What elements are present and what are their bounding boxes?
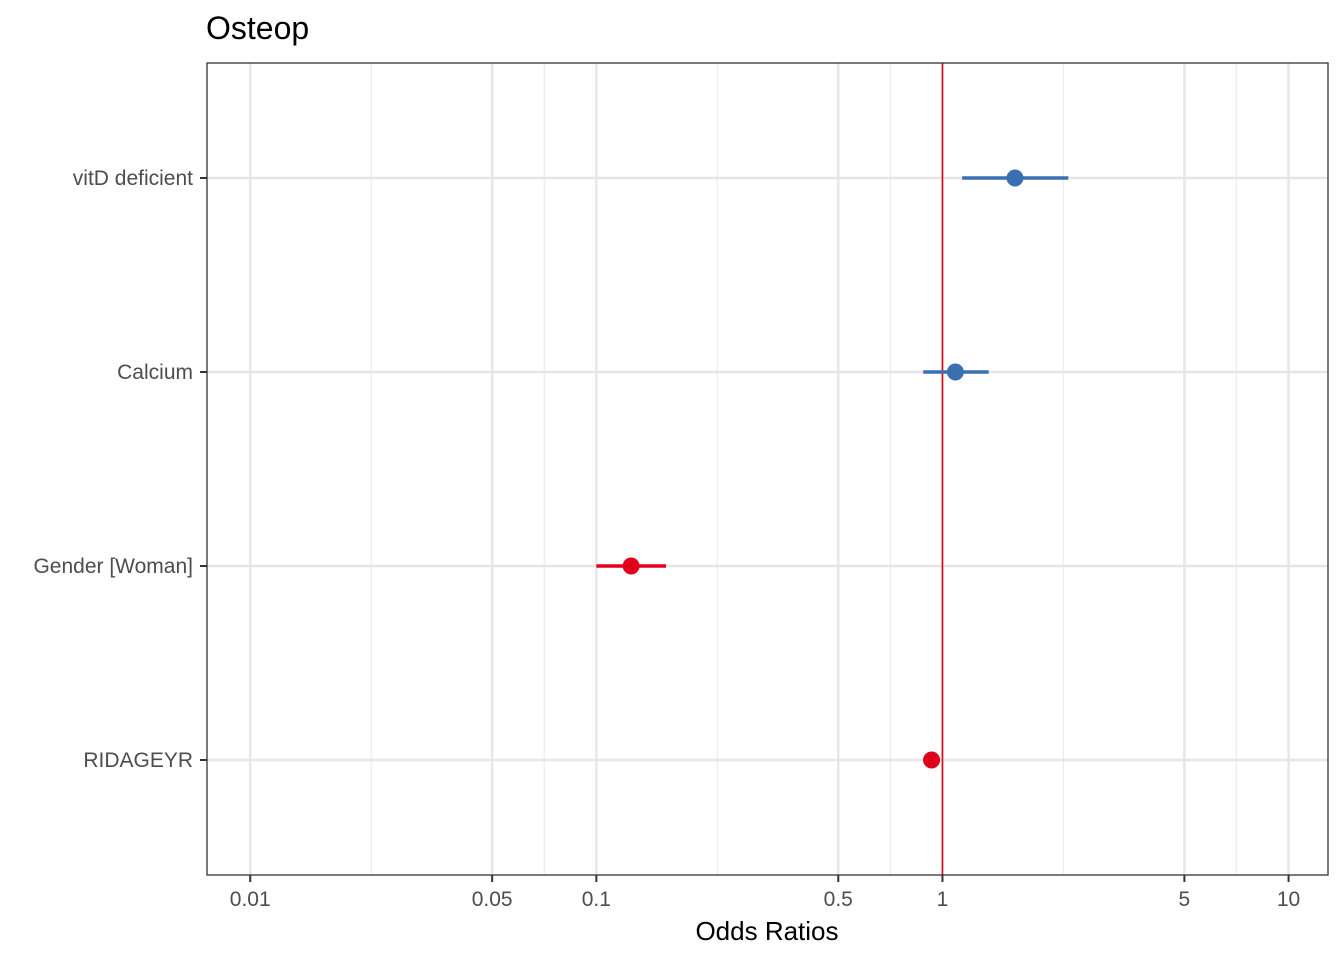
estimate-point bbox=[622, 557, 640, 575]
estimate-point bbox=[923, 751, 941, 769]
y-tick-label: Calcium bbox=[117, 361, 193, 384]
x-axis-title: Odds Ratios bbox=[695, 916, 838, 946]
estimate-point bbox=[1006, 169, 1024, 187]
y-axis: vitD deficient Calcium Gender [Woman] RIDAG… bbox=[33, 167, 207, 772]
y-tick-label: RIDAGEYR bbox=[83, 749, 193, 772]
y-tick-label: vitD deficient bbox=[73, 167, 193, 190]
x-tick-label: 10 bbox=[1277, 888, 1300, 911]
x-tick-label: 1 bbox=[937, 888, 949, 911]
chart-title: Osteop bbox=[206, 10, 309, 46]
panel-border bbox=[206, 62, 1329, 876]
x-tick-label: 0.05 bbox=[472, 888, 513, 911]
plot-area bbox=[206, 62, 1329, 876]
panel-background bbox=[207, 63, 1328, 875]
x-tick-label: 0.1 bbox=[582, 888, 611, 911]
x-tick-label: 0.5 bbox=[824, 888, 853, 911]
x-tick-label: 5 bbox=[1179, 888, 1191, 911]
x-axis: 0.01 0.05 0.1 0.5 1 5 10 bbox=[230, 875, 1300, 911]
x-tick-label: 0.01 bbox=[230, 888, 271, 911]
y-tick-label: Gender [Woman] bbox=[33, 555, 193, 578]
estimate-point bbox=[946, 363, 964, 381]
